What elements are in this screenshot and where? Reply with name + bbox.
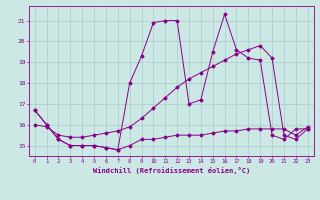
X-axis label: Windchill (Refroidissement éolien,°C): Windchill (Refroidissement éolien,°C) [92,167,250,174]
